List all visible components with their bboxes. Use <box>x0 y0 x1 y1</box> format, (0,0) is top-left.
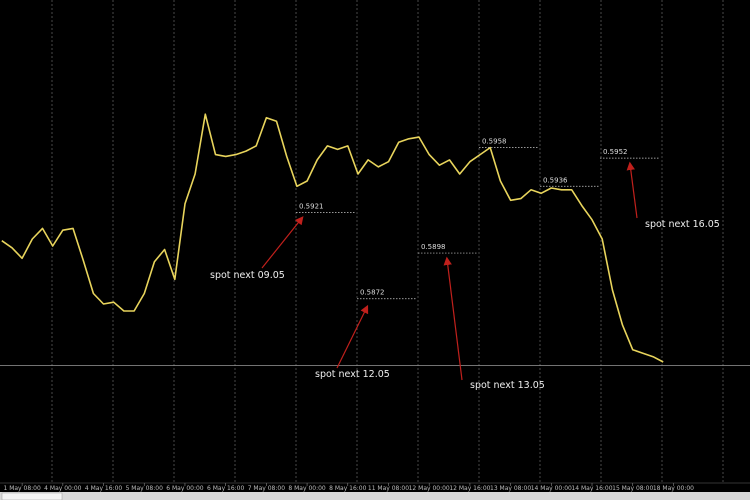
x-tick-label: 4 May 16:00 <box>85 485 123 492</box>
level-label: 0.5958 <box>482 138 507 146</box>
level-label: 0.5898 <box>421 243 446 251</box>
x-tick-label: 7 May 08:00 <box>248 485 286 492</box>
x-tick-label: 12 May 00:00 <box>409 485 450 492</box>
tab <box>1 492 63 500</box>
plot: 0.5921 spot next 09.05 0.5872 spot next 12.… <box>0 113 750 391</box>
arrow <box>336 304 369 369</box>
x-tick-label: 6 May 16:00 <box>207 485 245 492</box>
x-tick-label: 18 May 00:00 <box>653 485 694 492</box>
level-label: 0.5872 <box>360 289 385 297</box>
x-tick-label: 1 May 08:00 <box>3 485 41 492</box>
x-tick-label: 13 May 08:00 <box>490 485 531 492</box>
x-tick-label: 8 May 00:00 <box>288 485 326 492</box>
annotation: spot next 16.05 <box>645 219 720 230</box>
level-label: 0.5921 <box>299 203 324 211</box>
x-tick-label: 5 May 08:00 <box>126 485 164 492</box>
x-tick-label: 6 May 00:00 <box>166 485 204 492</box>
status-strip <box>0 492 750 500</box>
arrow <box>443 256 463 381</box>
annotation: spot next 12.05 <box>315 369 390 380</box>
x-tick-label: 11 May 08:00 <box>368 485 409 492</box>
price-series <box>1 113 664 363</box>
annotation: spot next 09.05 <box>210 270 285 281</box>
x-tick-label: 14 May 16:00 <box>571 485 612 492</box>
arrow <box>626 161 638 219</box>
x-tick-label: 8 May 16:00 <box>329 485 367 492</box>
annotation: spot next 13.05 <box>470 380 545 391</box>
x-tick-label: 12 May 16:00 <box>449 485 490 492</box>
x-tick-label: 4 May 00:00 <box>44 485 82 492</box>
level-label: 0.5952 <box>603 148 628 156</box>
arrow <box>261 216 304 269</box>
level-label: 0.5936 <box>543 176 568 184</box>
x-tick-label: 14 May 00:00 <box>531 485 572 492</box>
x-tick-label: 15 May 08:00 <box>612 485 653 492</box>
